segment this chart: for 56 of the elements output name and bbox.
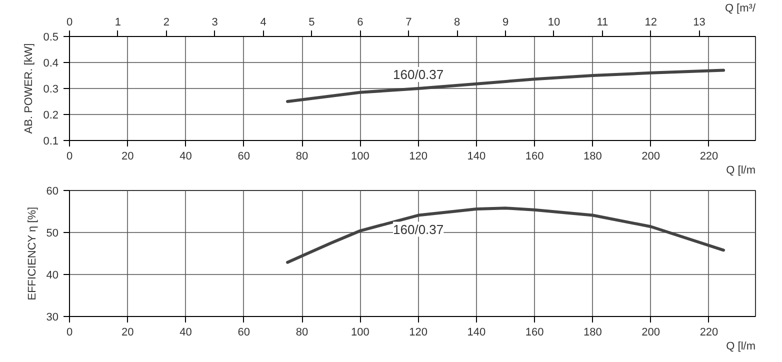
x-tick-label: 160 [525,150,544,162]
y-tick-label: 0.1 [43,136,59,148]
y-tick-label: 0.3 [43,84,59,96]
x2-tick-label: 3 [212,16,218,28]
x-tick-label: 20 [122,326,134,338]
x2-tick-label: 12 [644,16,657,28]
x-tick-label: 100 [351,326,370,338]
series-label: 160/0.37 [393,222,444,237]
x-tick-label: 140 [467,326,486,338]
x-tick-label: 40 [180,326,192,338]
x-tick-label: 80 [296,326,308,338]
x2-tick-label: 11 [596,16,608,28]
series-label: 160/0.37 [393,67,444,82]
x2-tick-label: 1 [114,16,122,28]
y-tick-label: 50 [46,228,59,240]
x2-tick-label: 6 [357,16,364,28]
x-axis-title: Q [l/m [726,164,756,176]
x-tick-label: 220 [700,326,718,338]
y-tick-label: 40 [46,270,59,282]
line-series [286,68,726,103]
x2-axis-title: Q [m³/ [724,2,756,14]
x-tick-label: 100 [351,150,370,162]
x-tick-label: 200 [642,150,660,162]
x2-tick-label: 10 [548,16,560,28]
y-tick-label: 0.4 [43,58,59,70]
x2-tick-label: 0 [66,16,73,28]
x-tick-label: 20 [122,150,134,162]
x-tick-label: 0 [66,150,73,162]
x-tick-label: 200 [642,326,660,338]
y-tick-label: 30 [46,312,59,324]
x2-tick-label: 5 [308,16,315,28]
x2-tick-label: 13 [693,16,706,28]
x-tick-label: 120 [409,326,428,338]
y-tick-label: 0.2 [43,110,59,122]
x2-tick-label: 8 [454,16,460,28]
x-tick-label: 220 [700,150,718,162]
x-tick-label: 120 [409,150,428,162]
x-tick-label: 160 [525,326,544,338]
x-tick-label: 180 [584,150,602,162]
y-tick-label: 0.5 [43,32,59,44]
x-tick-label: 180 [584,326,602,338]
x-axis-title: Q [l/m [726,340,756,352]
x2-tick-label: 4 [260,16,266,28]
x2-tick-label: 9 [502,16,509,28]
x2-tick-label: 2 [163,16,170,28]
x-tick-label: 60 [238,326,250,338]
line-series [286,206,726,264]
x-tick-label: 60 [238,150,250,162]
y-tick-label: 60 [46,186,59,198]
y-axis-title: AB. POWER. [kW] [23,43,36,134]
y-axis-title: EFFICIENCY η [%] [26,206,38,300]
x-tick-label: 80 [296,150,308,162]
x-tick-label: 40 [180,150,192,162]
x2-tick-label: 7 [406,16,412,28]
x-tick-label: 140 [467,150,486,162]
x-tick-label: 0 [66,326,73,338]
